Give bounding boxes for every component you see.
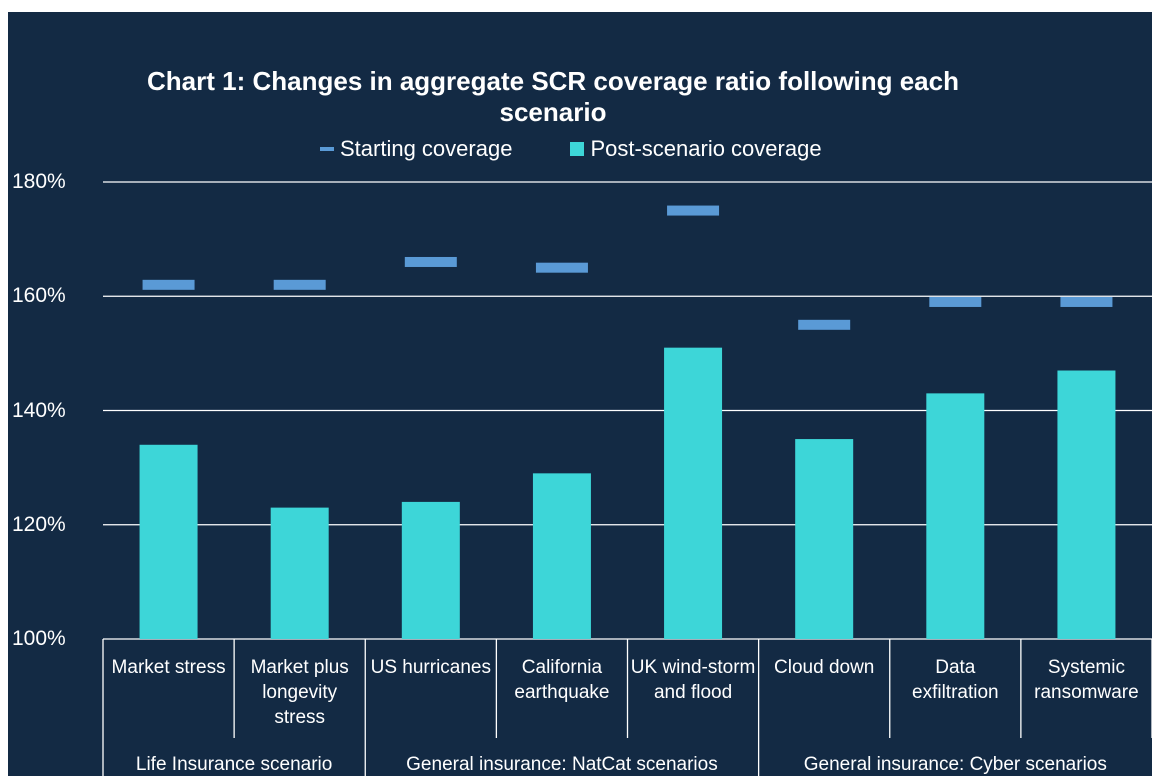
bar <box>926 393 985 639</box>
legend-label: Post-scenario coverage <box>590 136 822 161</box>
legend-label: Starting coverage <box>340 136 513 161</box>
x-tick-label: Cloud down <box>774 657 875 678</box>
bar <box>532 473 591 639</box>
legend: Starting coverage Post-scenario coverage <box>320 136 822 162</box>
bar <box>795 439 854 639</box>
starting-marker <box>273 279 326 290</box>
bar <box>139 444 198 639</box>
bar <box>1057 370 1116 639</box>
bar <box>401 501 460 639</box>
starting-marker <box>535 262 588 273</box>
group-label: General insurance: Cyber scenarios <box>803 754 1107 775</box>
x-tick-label: US hurricanes <box>370 657 491 678</box>
bar <box>664 347 723 639</box>
group-label: Life Insurance scenario <box>135 754 333 775</box>
y-tick-label: 140% <box>12 398 66 422</box>
starting-marker <box>404 256 457 267</box>
x-tick-label: California earthquake <box>514 657 610 703</box>
y-tick-label: 100% <box>12 627 66 650</box>
legend-swatch <box>570 142 585 156</box>
y-tick-label: 120% <box>12 512 66 536</box>
x-tick-label: Market stress <box>111 657 226 678</box>
x-tick-label: Market plus longevity stress <box>250 657 349 728</box>
starting-marker <box>1060 296 1113 307</box>
y-tick-label: 160% <box>12 284 66 308</box>
x-tick-label: Data exfiltration <box>912 657 999 703</box>
starting-marker <box>667 205 720 216</box>
starting-marker <box>929 296 982 307</box>
chart-title: Chart 1: Changes in aggregate SCR covera… <box>147 66 959 127</box>
bar <box>270 507 329 639</box>
y-tick-label: 180% <box>12 170 66 193</box>
starting-marker <box>142 279 195 290</box>
legend-swatch <box>320 147 334 151</box>
x-tick-label: UK wind-storm and flood <box>630 657 756 703</box>
starting-marker <box>798 319 851 330</box>
group-label: General insurance: NatCat scenarios <box>406 754 718 775</box>
x-tick-label: Systemic ransomware <box>1034 657 1139 703</box>
